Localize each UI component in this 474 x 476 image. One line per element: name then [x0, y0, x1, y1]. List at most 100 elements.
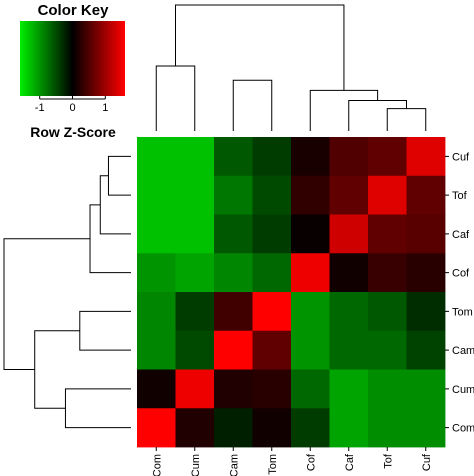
heatmap-cell [175, 175, 215, 215]
heatmap-cell [291, 175, 330, 215]
heatmap-cell [214, 253, 253, 293]
heatmap-cell [175, 292, 215, 332]
heatmap-cell [252, 369, 292, 409]
color-key-tick-label: 0 [69, 102, 75, 114]
heatmap-cell [137, 175, 176, 215]
heatmap-cell [406, 175, 446, 215]
heatmap-cell [291, 214, 330, 254]
color-key-title: Color Key [38, 2, 110, 19]
dendrogram-branch [34, 330, 80, 409]
row-label: Caf [452, 229, 470, 241]
heatmap-cell [368, 330, 407, 370]
heatmap-cell [406, 330, 446, 370]
heatmap-cell [175, 137, 215, 177]
heatmap-cell [368, 408, 407, 448]
heatmap-cell [252, 292, 292, 332]
heatmap-cell [368, 369, 407, 409]
heatmap-cell [175, 369, 215, 409]
heatmap-cell [214, 408, 253, 448]
column-label: Cam [228, 454, 240, 476]
heatmap-cell [175, 253, 215, 293]
heatmap-cell [175, 214, 215, 254]
row-dendrogram [3, 155, 131, 429]
heatmap-cell [291, 330, 330, 370]
dendrogram-branch [348, 100, 407, 131]
heatmap-cell [291, 408, 330, 448]
heatmap-cell [252, 408, 292, 448]
heatmap-cell [368, 292, 407, 332]
heatmap-cell [406, 408, 446, 448]
row-label: Cam [452, 345, 474, 357]
heatmap-cell [406, 369, 446, 409]
dendrogram-branch [99, 175, 131, 235]
heatmap-cell [406, 137, 446, 177]
heatmap-cell [329, 137, 369, 177]
column-label: Tof [382, 453, 394, 469]
row-label: Cof [452, 268, 470, 280]
heatmap-cell [214, 175, 253, 215]
dendrogram-branch [107, 155, 131, 196]
dendrogram-branch [232, 79, 273, 131]
heatmap-cell [214, 292, 253, 332]
heatmap-cell [329, 369, 369, 409]
color-key: Color Key -1 0 1 Row Z-Score [20, 2, 125, 140]
heatmap-cell [137, 330, 176, 370]
heatmap-cell [214, 369, 253, 409]
column-labels: Com Cum Cam Tom Cof Caf Tof Cuf [151, 447, 433, 476]
color-key-gradient [20, 21, 125, 96]
dendrogram-branch [3, 238, 91, 370]
heatmap-cell [406, 253, 446, 293]
heatmap-cell [252, 214, 292, 254]
heatmap-cell [137, 369, 176, 409]
heatmap-cell [291, 292, 330, 332]
heatmap-cell [175, 408, 215, 448]
row-label: Tof [452, 190, 468, 202]
column-label: Cum [190, 454, 202, 476]
column-label: Cuf [421, 453, 433, 471]
dendrogram-branch [309, 89, 379, 131]
heatmap-cell [214, 214, 253, 254]
row-labels: Cuf Tof Caf Cof Tom Cam Cum Com [445, 151, 474, 435]
dendrogram-branch [64, 388, 131, 429]
column-label: Cof [305, 453, 317, 471]
color-key-axis: -1 0 1 [35, 96, 108, 114]
row-label: Tom [452, 306, 473, 318]
heatmap-cell [368, 253, 407, 293]
heatmap-cell [329, 253, 369, 293]
heatmap-cell [329, 408, 369, 448]
heatmap-cell [137, 408, 176, 448]
heatmap-cell [368, 137, 407, 177]
heatmap-cell [291, 369, 330, 409]
heatmap-cell [329, 214, 369, 254]
heatmap-cell [406, 292, 446, 332]
row-label: Com [452, 423, 474, 435]
heatmap-cell [406, 214, 446, 254]
heatmap-cell [368, 214, 407, 254]
column-label: Com [151, 454, 163, 476]
dendrogram-branch [79, 310, 131, 351]
heatmap-cell [252, 137, 292, 177]
row-label: Cuf [452, 151, 470, 163]
heatmap-cell [137, 137, 176, 177]
column-dendrogram [156, 4, 427, 131]
dendrogram-branch [89, 204, 131, 274]
color-key-tick-label: 1 [102, 102, 108, 114]
heatmap-cell [214, 137, 253, 177]
heatmap-cell [291, 137, 330, 177]
heatmap-cell [329, 292, 369, 332]
heatmap-cell [252, 330, 292, 370]
column-label: Caf [344, 453, 356, 471]
heatmap-cell [291, 253, 330, 293]
dendrogram-branch [175, 4, 345, 91]
heatmap-cell [368, 175, 407, 215]
heatmap-cell [329, 330, 369, 370]
column-label: Tom [267, 454, 279, 475]
heatmap-cell [214, 330, 253, 370]
heatmap-cell [137, 292, 176, 332]
heatmap-cell [329, 175, 369, 215]
row-label: Cum [452, 384, 474, 396]
heatmap-cell [137, 214, 176, 254]
color-key-tick-label: -1 [35, 102, 45, 114]
color-key-xlabel: Row Z-Score [30, 124, 116, 140]
